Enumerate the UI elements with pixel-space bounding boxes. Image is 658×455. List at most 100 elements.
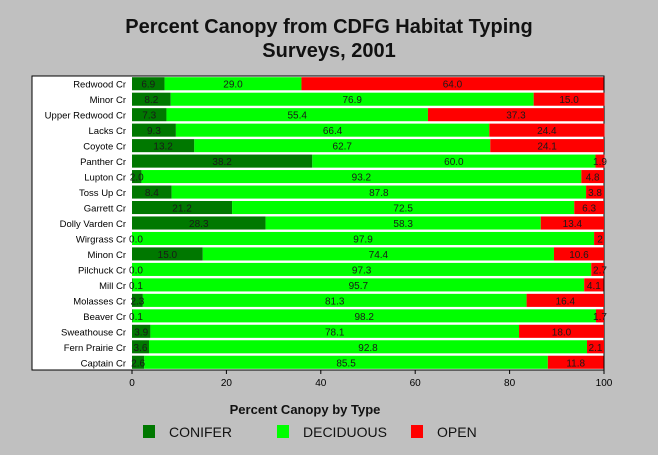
value-label-open-pilchuck-cr: 2.7: [593, 265, 607, 276]
category-label-beaver-cr: Beaver Cr: [83, 312, 126, 323]
category-label-coyote-cr: Coyote Cr: [83, 142, 126, 153]
bar-open-dolly-varden-cr: [540, 216, 604, 230]
bar-open-panther-cr: [595, 154, 605, 168]
bar-open-coyote-cr: [490, 139, 604, 153]
value-label-deciduous-coyote-cr: 62.7: [333, 142, 353, 153]
value-label-deciduous-garrett-cr: 72.5: [393, 204, 413, 215]
bar-deciduous-toss-up-cr: [171, 185, 587, 199]
bar-open-mill-cr: [584, 278, 604, 292]
bar-conifer-lupton-cr: [132, 170, 142, 184]
bar-conifer-dolly-varden-cr: [132, 216, 266, 230]
bar-open-lupton-cr: [581, 170, 604, 184]
value-label-open-captain-cr: 11.8: [566, 358, 585, 369]
bar-deciduous-pilchuck-cr: [132, 262, 592, 276]
category-label-sweathouse-cr: Sweathouse Cr: [61, 327, 126, 338]
value-label-conifer-panther-cr: 38.2: [212, 157, 232, 168]
value-label-deciduous-minor-cr: 76.9: [342, 95, 362, 106]
bar-open-molasses-cr: [526, 293, 604, 307]
value-label-deciduous-mill-cr: 95.7: [349, 281, 369, 292]
category-label-lacks-cr: Lacks Cr: [89, 126, 126, 137]
value-label-open-panther-cr: 1.9: [593, 157, 607, 168]
bar-open-garrett-cr: [574, 200, 604, 215]
category-label-redwood-cr: Redwood Cr: [73, 80, 126, 91]
bar-deciduous-garrett-cr: [232, 200, 575, 215]
bar-deciduous-minor-cr: [170, 92, 534, 106]
value-label-open-upper-redwood-cr: 37.3: [506, 111, 526, 122]
bar-open-wirgrass-cr: [594, 231, 604, 246]
category-label-minon-cr: Minon Cr: [87, 250, 126, 261]
chart-title-line-2: Surveys, 2001: [262, 40, 396, 62]
category-label-mill-cr: Mill Cr: [99, 281, 126, 292]
category-label-pilchuck-cr: Pilchuck Cr: [78, 265, 126, 276]
value-label-open-lacks-cr: 24.4: [537, 126, 557, 137]
legend-label-open: OPEN: [437, 424, 477, 440]
bar-deciduous-mill-cr: [132, 278, 585, 292]
bar-deciduous-lacks-cr: [175, 123, 490, 137]
bar-conifer-redwood-cr: [132, 77, 165, 91]
bar-open-beaver-cr: [595, 309, 604, 323]
value-label-deciduous-minon-cr: 74.4: [369, 250, 389, 261]
bar-deciduous-coyote-cr: [194, 139, 491, 153]
bar-conifer-minor-cr: [132, 92, 171, 106]
value-label-conifer-toss-up-cr: 8.4: [145, 188, 159, 199]
value-label-open-beaver-cr: 1.7: [593, 312, 607, 323]
value-label-deciduous-lacks-cr: 66.4: [323, 126, 343, 137]
value-label-deciduous-lupton-cr: 93.2: [352, 173, 372, 184]
bar-deciduous-dolly-varden-cr: [265, 216, 541, 230]
bar-deciduous-wirgrass-cr: [132, 231, 595, 246]
legend-swatch-open: [411, 425, 423, 438]
value-label-deciduous-wirgrass-cr: 97.9: [353, 234, 373, 245]
value-label-deciduous-captain-cr: 85.5: [336, 358, 356, 369]
value-label-conifer-beaver-cr: 0.1: [129, 312, 143, 323]
bar-open-minon-cr: [553, 247, 604, 261]
value-label-deciduous-beaver-cr: 98.2: [354, 312, 374, 323]
bar-conifer-sweathouse-cr: [132, 324, 151, 338]
value-label-conifer-mill-cr: 0.1: [129, 281, 143, 292]
bar-conifer-panther-cr: [132, 154, 313, 168]
bar-conifer-captain-cr: [132, 355, 145, 369]
value-label-conifer-minon-cr: 15.0: [158, 250, 178, 261]
x-tick-label-60: 60: [410, 378, 422, 389]
bar-open-fern-prairie-cr: [587, 340, 604, 354]
value-label-open-fern-prairie-cr: 2.1: [589, 343, 603, 354]
bar-deciduous-captain-cr: [144, 355, 548, 369]
legend-swatch-deciduous: [277, 425, 289, 438]
bar-conifer-upper-redwood-cr: [132, 108, 167, 122]
value-label-open-toss-up-cr: 3.8: [588, 188, 602, 199]
bar-open-upper-redwood-cr: [427, 108, 604, 122]
category-label-garrett-cr: Garrett Cr: [84, 204, 126, 215]
legend-swatch-conifer: [143, 425, 155, 438]
bar-deciduous-upper-redwood-cr: [166, 108, 428, 122]
value-label-deciduous-fern-prairie-cr: 92.8: [358, 343, 378, 354]
category-label-captain-cr: Captain Cr: [81, 358, 126, 369]
x-tick-label-40: 40: [315, 378, 327, 389]
value-label-conifer-captain-cr: 2.6: [131, 358, 145, 369]
value-label-conifer-dolly-varden-cr: 28.3: [189, 219, 209, 230]
value-label-deciduous-sweathouse-cr: 78.1: [325, 327, 345, 338]
value-label-deciduous-dolly-varden-cr: 58.3: [393, 219, 413, 230]
value-label-deciduous-panther-cr: 60.0: [444, 157, 464, 168]
value-label-deciduous-toss-up-cr: 87.8: [369, 188, 389, 199]
bar-conifer-molasses-cr: [132, 293, 143, 307]
value-label-deciduous-redwood-cr: 29.0: [223, 80, 243, 91]
bar-conifer-garrett-cr: [132, 200, 233, 215]
bar-open-redwood-cr: [301, 77, 604, 91]
category-label-dolly-varden-cr: Dolly Varden Cr: [60, 219, 126, 230]
bar-conifer-coyote-cr: [132, 139, 195, 153]
value-label-open-minon-cr: 10.6: [569, 250, 589, 261]
x-tick-label-100: 100: [596, 378, 613, 389]
category-label-molasses-cr: Molasses Cr: [73, 296, 126, 307]
value-label-deciduous-molasses-cr: 81.3: [325, 296, 345, 307]
value-label-open-molasses-cr: 16.4: [556, 296, 576, 307]
bar-open-toss-up-cr: [586, 185, 604, 199]
bar-deciduous-beaver-cr: [132, 309, 596, 323]
category-label-wirgrass-cr: Wirgrass Cr: [76, 234, 126, 245]
value-label-conifer-lacks-cr: 9.3: [147, 126, 161, 137]
value-label-deciduous-upper-redwood-cr: 55.4: [287, 111, 307, 122]
category-label-toss-up-cr: Toss Up Cr: [79, 188, 126, 199]
bar-open-lacks-cr: [489, 123, 605, 137]
value-label-conifer-wirgrass-cr: 0.0: [129, 234, 143, 245]
category-label-minor-cr: Minor Cr: [90, 95, 126, 106]
bar-deciduous-lupton-cr: [141, 170, 582, 184]
bar-open-captain-cr: [547, 355, 604, 369]
